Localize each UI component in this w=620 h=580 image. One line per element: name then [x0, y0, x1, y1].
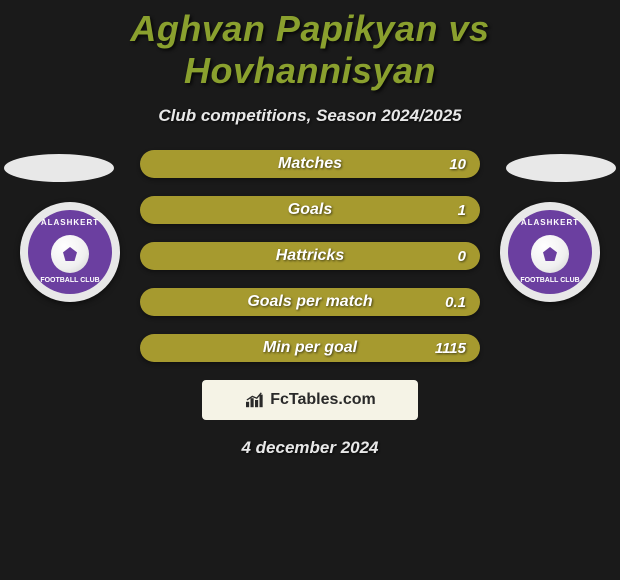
content-area: ALASHKERT FOOTBALL CLUB ALASHKERT FOOTBA… [0, 150, 620, 458]
football-icon [51, 235, 89, 273]
badge-inner-circle: ALASHKERT FOOTBALL CLUB [28, 210, 112, 294]
stat-value-right: 1 [458, 202, 466, 219]
stat-label: Hattricks [140, 247, 480, 265]
stat-label: Goals [140, 201, 480, 219]
chart-icon [244, 391, 266, 409]
stat-value-right: 1115 [435, 340, 466, 357]
stat-value-right: 0.1 [445, 294, 466, 311]
stat-bar: Hattricks0 [140, 242, 480, 270]
stat-label: Goals per match [140, 293, 480, 311]
player-ellipse-left [4, 154, 114, 182]
badge-inner-circle: ALASHKERT FOOTBALL CLUB [508, 210, 592, 294]
date-text: 4 december 2024 [0, 438, 620, 458]
stat-label: Min per goal [140, 339, 480, 357]
stat-bar: Goals1 [140, 196, 480, 224]
watermark-text: FcTables.com [270, 391, 376, 409]
page-title: Aghvan Papikyan vs Hovhannisyan [0, 0, 620, 92]
watermark-box: FcTables.com [202, 380, 418, 420]
badge-top-text: ALASHKERT [508, 218, 592, 227]
club-badge-left: ALASHKERT FOOTBALL CLUB [20, 202, 120, 302]
stat-label: Matches [140, 155, 480, 173]
stat-bar: Min per goal1115 [140, 334, 480, 362]
page-subtitle: Club competitions, Season 2024/2025 [0, 106, 620, 126]
stat-bar: Goals per match0.1 [140, 288, 480, 316]
badge-outer-ring: ALASHKERT FOOTBALL CLUB [500, 202, 600, 302]
football-icon [531, 235, 569, 273]
stat-value-right: 10 [449, 156, 466, 173]
badge-bottom-text: FOOTBALL CLUB [28, 277, 112, 284]
badge-top-text: ALASHKERT [28, 218, 112, 227]
stat-value-right: 0 [458, 248, 466, 265]
player-ellipse-right [506, 154, 616, 182]
badge-outer-ring: ALASHKERT FOOTBALL CLUB [20, 202, 120, 302]
club-badge-right: ALASHKERT FOOTBALL CLUB [500, 202, 600, 302]
stat-bar: Matches10 [140, 150, 480, 178]
stats-bars: Matches10Goals1Hattricks0Goals per match… [140, 150, 480, 362]
badge-bottom-text: FOOTBALL CLUB [508, 277, 592, 284]
